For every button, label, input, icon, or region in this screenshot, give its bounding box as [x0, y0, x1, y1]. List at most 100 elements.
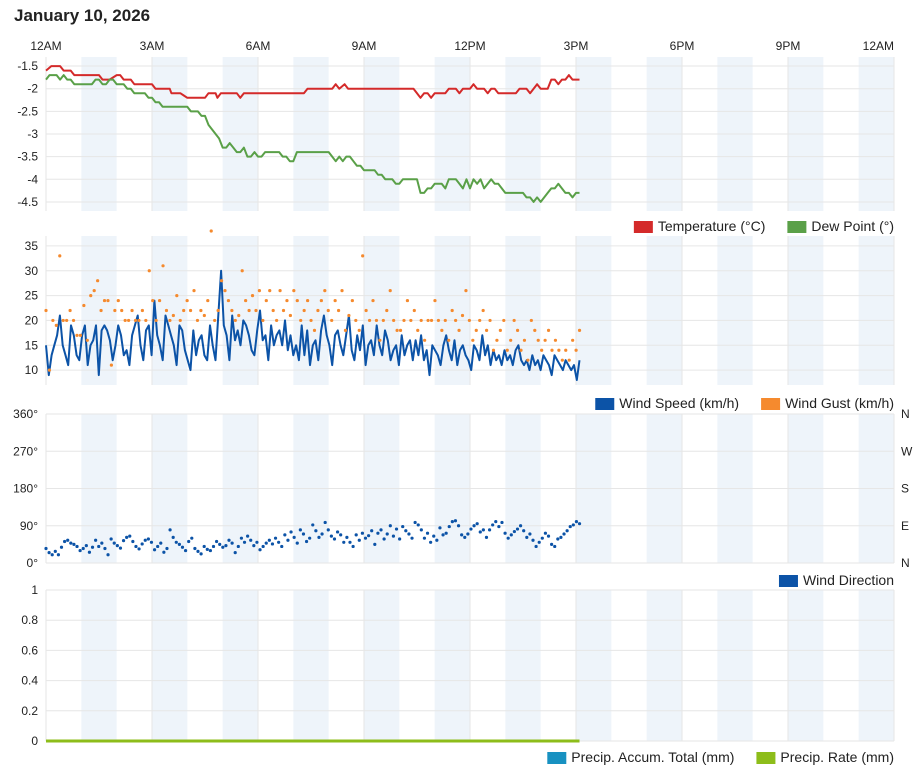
data-point-wind_direction — [326, 528, 330, 532]
data-point-wind_direction — [447, 524, 451, 529]
data-point-wind_direction — [94, 538, 98, 542]
data-point-wind_direction — [419, 528, 423, 532]
data-point-wind_gust — [464, 289, 468, 293]
data-point-wind_gust — [557, 348, 561, 352]
data-point-wind_direction — [165, 546, 169, 551]
data-point-wind_direction — [509, 533, 513, 537]
data-point-wind_direction — [59, 545, 64, 549]
data-point-wind_direction — [320, 532, 324, 536]
data-point-wind_direction — [413, 520, 417, 525]
data-point-wind_direction — [242, 540, 247, 544]
data-point-wind_gust — [381, 318, 385, 323]
data-point-wind_gust — [478, 318, 482, 323]
data-point-wind_gust — [371, 298, 375, 303]
data-point-wind_direction — [112, 541, 116, 545]
data-point-wind_gust — [574, 348, 578, 352]
data-point-wind_direction — [370, 529, 374, 533]
data-point-wind_gust — [130, 308, 134, 313]
data-point-wind_gust — [71, 318, 76, 323]
data-point-wind_direction — [308, 536, 312, 540]
y-tick-label: 90° — [20, 519, 38, 533]
data-point-wind_gust — [326, 308, 330, 313]
data-point-wind_direction — [335, 530, 340, 534]
data-point-wind_gust — [564, 348, 568, 352]
data-point-wind_gust — [495, 338, 499, 342]
legend-swatch-precip_accum — [547, 752, 567, 764]
data-point-wind_gust — [447, 338, 451, 342]
data-point-wind_direction — [236, 544, 240, 549]
data-point-wind_gust — [202, 313, 206, 318]
data-point-wind_gust — [206, 298, 210, 303]
data-point-wind_direction — [90, 545, 95, 549]
data-point-wind_direction — [53, 549, 57, 554]
data-point-wind_direction — [270, 542, 275, 546]
data-point-wind_direction — [115, 544, 119, 548]
data-point-wind_direction — [497, 524, 501, 529]
legend-swatch-dew_point — [787, 221, 807, 233]
legend-label-temperature: Temperature (°C) — [658, 218, 766, 234]
data-point-wind_direction — [128, 534, 132, 538]
series-line-wind_speed — [45, 269, 581, 381]
data-point-wind_gust — [440, 328, 444, 332]
data-point-wind_gust — [526, 358, 530, 362]
data-point-wind_gust — [333, 298, 337, 303]
data-point-wind_gust — [61, 318, 65, 323]
series-line-dew_point — [45, 74, 580, 203]
data-point-wind_gust — [96, 279, 100, 283]
data-point-wind_direction — [174, 540, 178, 544]
data-point-wind_gust — [65, 318, 69, 323]
data-point-wind_gust — [522, 338, 527, 342]
data-point-wind_gust — [419, 318, 423, 323]
data-point-wind_direction — [280, 544, 284, 549]
data-point-wind_gust — [250, 294, 255, 298]
data-point-wind_gust — [89, 294, 93, 298]
data-point-wind_gust — [51, 318, 55, 323]
data-point-wind_direction — [109, 537, 113, 541]
data-point-wind_gust — [550, 348, 554, 352]
data-point-wind_direction — [323, 520, 327, 525]
data-point-wind_direction — [314, 529, 318, 533]
data-point-wind_direction — [525, 535, 529, 539]
data-point-wind_gust — [285, 298, 289, 303]
data-point-wind_gust — [405, 298, 410, 303]
data-point-wind_gust — [316, 308, 320, 313]
data-point-wind_direction — [351, 544, 355, 549]
x-tick-label: 12AM — [863, 39, 894, 53]
data-point-wind_gust — [553, 338, 558, 342]
compass-label: W — [901, 444, 913, 458]
legend-label-wind_gust: Wind Gust (km/h) — [785, 395, 894, 411]
data-point-wind_gust — [247, 308, 251, 313]
data-point-wind_gust — [536, 338, 540, 342]
data-point-wind_gust — [498, 328, 502, 332]
data-point-wind_gust — [560, 358, 564, 362]
y-tick-label: 0.2 — [21, 704, 38, 718]
data-point-wind_direction — [199, 552, 203, 556]
data-point-wind_gust — [450, 308, 454, 313]
data-point-wind_direction — [87, 550, 92, 554]
data-point-wind_direction — [180, 545, 185, 549]
data-point-wind_gust — [147, 269, 151, 273]
data-point-wind_direction — [332, 537, 337, 541]
x-tick-label: 6PM — [670, 39, 695, 53]
data-point-wind_direction — [78, 548, 82, 553]
data-point-wind_gust — [223, 289, 227, 293]
data-point-wind_gust — [219, 279, 224, 283]
data-point-wind_direction — [565, 529, 569, 533]
data-point-wind_direction — [506, 536, 510, 540]
legend-label-wind_direction: Wind Direction — [803, 572, 894, 588]
data-point-wind_direction — [540, 536, 544, 540]
data-point-wind_gust — [312, 328, 317, 332]
data-point-wind_gust — [350, 298, 354, 303]
x-tick-label: 6AM — [246, 39, 271, 53]
data-point-wind_gust — [364, 308, 368, 313]
data-point-wind_direction — [429, 540, 433, 544]
data-point-wind_gust — [367, 318, 372, 323]
hour-band — [788, 236, 824, 385]
data-point-wind_direction — [264, 541, 268, 545]
data-point-wind_direction — [168, 528, 172, 532]
data-point-wind_direction — [218, 542, 222, 546]
data-point-wind_direction — [63, 539, 67, 544]
data-point-wind_gust — [378, 338, 382, 342]
data-point-wind_direction — [106, 553, 110, 557]
